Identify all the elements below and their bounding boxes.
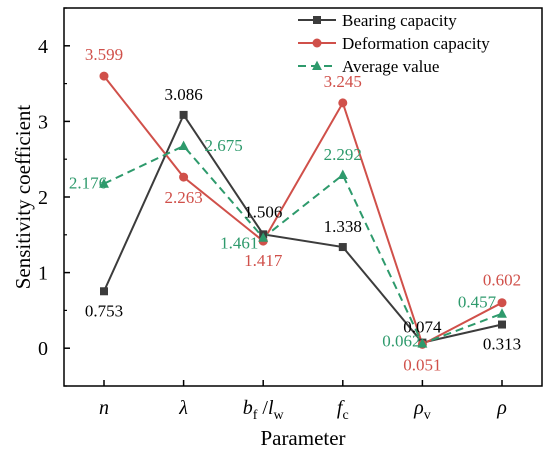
marker-triangle [99,178,109,188]
data-label: 3.245 [324,72,362,91]
x-tick-label: fc [337,397,349,423]
marker-triangle [178,140,189,151]
data-label: 0.074 [403,318,442,337]
marker-square [498,320,506,329]
marker-triangle [417,338,428,348]
series-line [103,75,503,346]
data-label: 1.338 [324,217,362,236]
x-tick-label: ρ [496,397,507,419]
marker-square [100,287,108,296]
data-label: 2.292 [324,145,362,164]
marker-triangle [258,232,269,242]
series-line [103,112,503,344]
data-label: 3.599 [85,45,123,64]
y-tick-labels: 0 1 2 3 4 [38,36,48,360]
data-label: 0.051 [403,355,441,374]
series-markers [99,71,507,349]
data-label: 1.506 [244,202,282,221]
marker-circle [99,71,109,81]
data-label: 0.313 [483,335,521,354]
marker-square [179,110,188,119]
x-tick-label: λ [178,397,188,419]
x-tick-label: n [99,397,109,419]
data-label: 1.417 [244,251,283,270]
legend-label: Deformation capacity [342,34,490,53]
data-label: 2.263 [164,188,202,207]
legend-label: Average value [342,57,439,76]
data-label: 2.176 [69,174,107,193]
series-line [103,144,503,345]
x-tick-labels: n λ bf /lw fc ρv ρ [99,397,507,423]
x-tick-label: ρv [413,397,431,423]
marker-triangle [337,169,348,179]
y-tick-label: 2 [38,187,48,209]
data-label: 3.086 [164,85,202,104]
marker-triangle [497,308,507,318]
data-label: 2.675 [204,136,242,155]
data-label: 0.753 [85,301,123,320]
data-label: 0.602 [483,271,521,290]
marker-circle [179,172,189,182]
data-labels: 0.753 3.086 1.506 1.338 0.074 0.313 3.599 2.263… [69,45,521,374]
axis-ticks [64,7,503,387]
data-label: 1.461 [220,234,258,253]
marker-square [313,16,321,24]
y-tick-label: 1 [38,263,48,285]
legend: Bearing capacity Deformation capacity Aver… [298,11,490,76]
data-label: 0.457 [458,293,497,312]
marker-square [338,243,347,252]
legend-label: Bearing capacity [342,11,457,30]
plot-area-frame [63,7,543,387]
x-axis-title: Parameter [260,426,345,450]
marker-circle [338,98,348,108]
x-tick-label: bf /lw [243,397,285,423]
series-lines [103,75,503,346]
marker-circle [497,298,507,308]
y-tick-label: 0 [38,338,48,360]
y-tick-label: 4 [38,36,48,58]
marker-circle [312,38,322,48]
data-label: 0.062 [382,332,420,351]
y-tick-label: 3 [38,111,48,133]
y-axis-title: Sensitivity coefficient [11,105,35,290]
marker-triangle [312,60,322,71]
